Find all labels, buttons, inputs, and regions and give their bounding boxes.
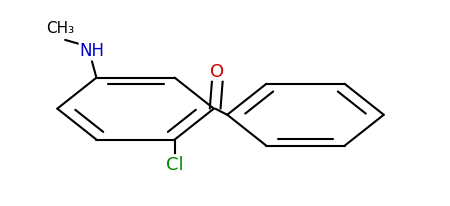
Text: Cl: Cl [166, 155, 184, 173]
Text: CH₃: CH₃ [47, 21, 75, 36]
Text: O: O [210, 63, 225, 81]
Text: NH: NH [80, 42, 104, 60]
